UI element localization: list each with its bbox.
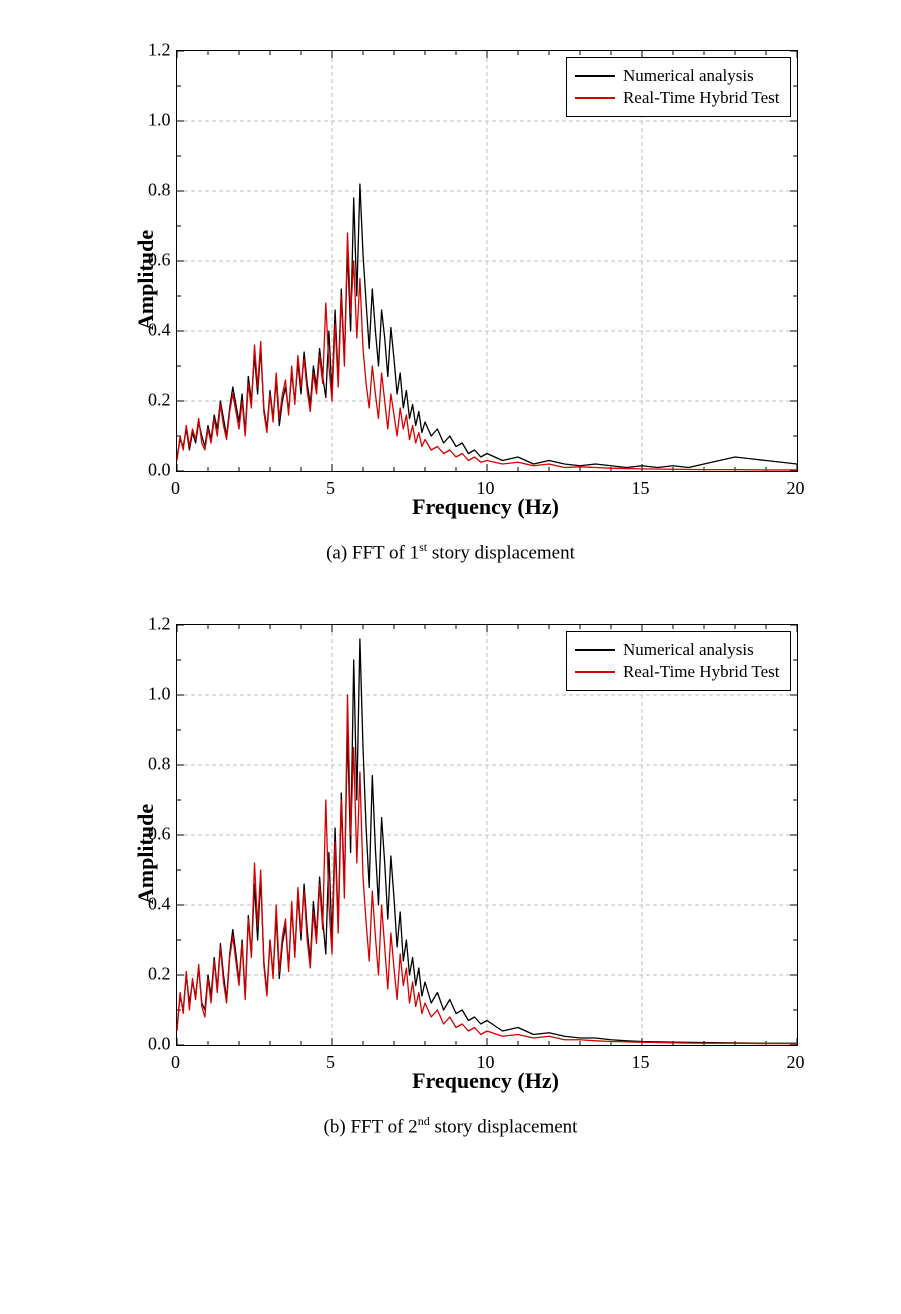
chart-a-ylabel: Amplitude (133, 230, 159, 330)
ytick-label: 1.0 (148, 110, 171, 131)
ytick-label: 0.8 (148, 180, 171, 201)
caption-b-prefix: (b) FFT of 2 (324, 1117, 418, 1138)
caption-a-sup: st (419, 540, 427, 554)
ytick-label: 0.0 (148, 1034, 171, 1055)
chart-b-plot: Numerical analysisReal-Time Hybrid Test (176, 624, 798, 1046)
chart-a-caption: (a) FFT of 1st story displacement (81, 540, 821, 564)
xtick-label: 10 (477, 478, 495, 499)
xtick-label: 5 (326, 1052, 335, 1073)
chart-b-container: Amplitude Numerical analysisReal-Time Hy… (81, 604, 821, 1138)
chart-b-legend: Numerical analysisReal-Time Hybrid Test (566, 631, 791, 691)
ytick-label: 1.0 (148, 684, 171, 705)
xtick-label: 15 (632, 1052, 650, 1073)
xtick-label: 15 (632, 478, 650, 499)
xtick-label: 5 (326, 478, 335, 499)
legend-label: Real-Time Hybrid Test (623, 662, 780, 682)
chart-b-box: Amplitude Numerical analysisReal-Time Hy… (81, 604, 821, 1104)
xtick-label: 0 (171, 478, 180, 499)
ytick-label: 1.2 (148, 40, 171, 61)
chart-a-box: Amplitude Numerical analysisReal-Time Hy… (81, 30, 821, 530)
chart-a-legend: Numerical analysisReal-Time Hybrid Test (566, 57, 791, 117)
ytick-label: 1.2 (148, 614, 171, 635)
legend-swatch (575, 649, 615, 651)
caption-b-sup: nd (418, 1114, 430, 1128)
legend-label: Numerical analysis (623, 640, 754, 660)
legend-label: Numerical analysis (623, 66, 754, 86)
legend-item: Real-Time Hybrid Test (575, 88, 780, 108)
xtick-label: 10 (477, 1052, 495, 1073)
legend-label: Real-Time Hybrid Test (623, 88, 780, 108)
ytick-label: 0.4 (148, 894, 171, 915)
xtick-label: 20 (787, 1052, 805, 1073)
caption-a-suffix: story displacement (427, 542, 575, 563)
legend-swatch (575, 671, 615, 673)
legend-item: Numerical analysis (575, 640, 780, 660)
legend-swatch (575, 75, 615, 77)
ytick-label: 0.2 (148, 964, 171, 985)
chart-a-container: Amplitude Numerical analysisReal-Time Hy… (81, 30, 821, 564)
xtick-label: 20 (787, 478, 805, 499)
ytick-label: 0.6 (148, 824, 171, 845)
ytick-label: 0.4 (148, 320, 171, 341)
xtick-label: 0 (171, 1052, 180, 1073)
chart-b-ylabel: Amplitude (133, 804, 159, 904)
ytick-label: 0.0 (148, 460, 171, 481)
legend-swatch (575, 97, 615, 99)
ytick-label: 0.8 (148, 754, 171, 775)
chart-b-caption: (b) FFT of 2nd story displacement (81, 1114, 821, 1138)
ytick-label: 0.6 (148, 250, 171, 271)
legend-item: Real-Time Hybrid Test (575, 662, 780, 682)
caption-a-prefix: (a) FFT of 1 (326, 542, 419, 563)
ytick-label: 0.2 (148, 390, 171, 411)
legend-item: Numerical analysis (575, 66, 780, 86)
caption-b-suffix: story displacement (430, 1117, 578, 1138)
chart-a-plot: Numerical analysisReal-Time Hybrid Test (176, 50, 798, 472)
